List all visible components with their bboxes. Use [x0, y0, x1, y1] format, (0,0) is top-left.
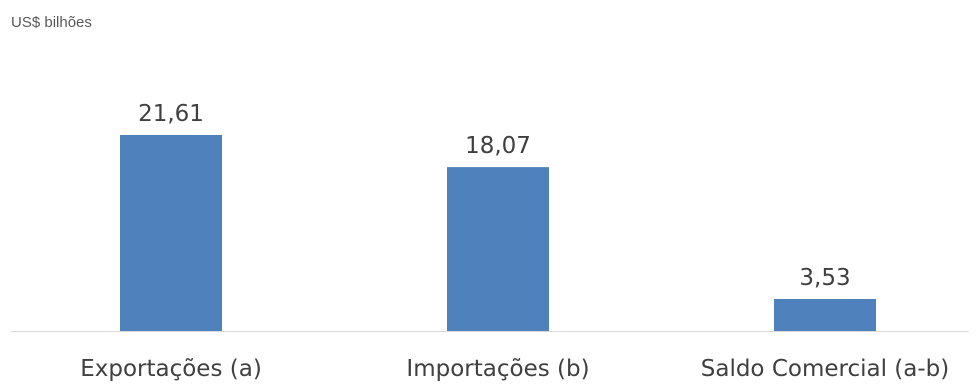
data-label-2: 18,07 [465, 133, 531, 159]
bar-3 [774, 298, 876, 331]
category-label-2: Importações (b) [406, 356, 589, 382]
bar-1 [120, 135, 222, 331]
data-label-1: 21,61 [138, 101, 204, 127]
data-label-3: 3,53 [799, 265, 850, 291]
category-label-3: Saldo Comercial (a-b) [701, 356, 949, 382]
unit-label: US$ bilhões [11, 14, 92, 31]
bar-2 [447, 167, 549, 331]
category-label-1: Exportações (a) [80, 356, 262, 382]
